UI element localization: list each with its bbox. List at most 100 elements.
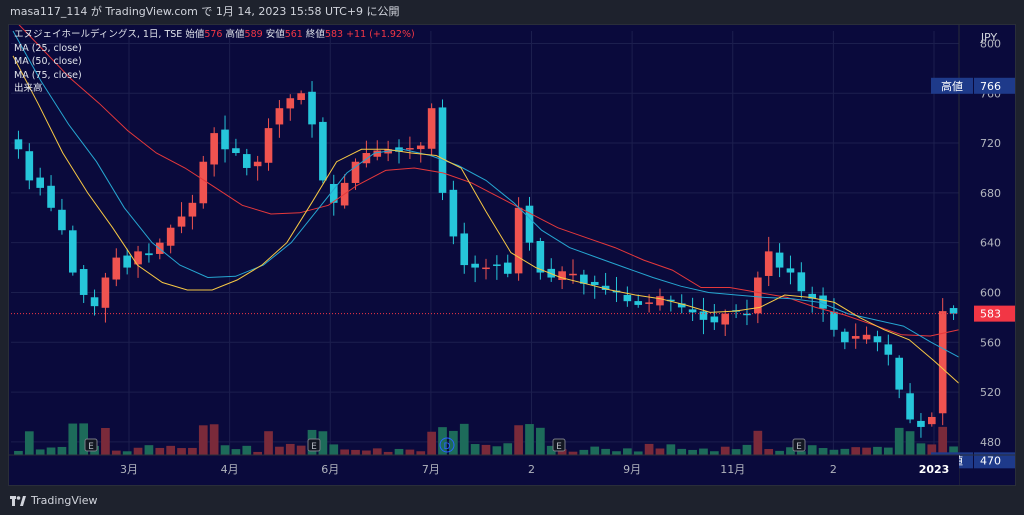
legend-symbol: エヌジェイホールディングス, 1日, TSE: [14, 29, 183, 40]
volume-bar: [590, 446, 600, 455]
volume-bar: [285, 443, 295, 455]
candle-body: [677, 303, 686, 308]
volume-bar: [220, 445, 230, 455]
high-price-tag: 高値 766: [931, 77, 1015, 94]
candle-body: [416, 145, 425, 150]
candle-body: [830, 311, 838, 330]
volume-bar: [57, 446, 67, 455]
candle-body: [58, 209, 66, 231]
volume-bar: [883, 447, 893, 455]
time-tick-label: 9月: [623, 463, 641, 476]
candle-body: [786, 268, 795, 273]
price-tick-label: 480: [980, 436, 1001, 449]
volume-bar: [405, 449, 415, 455]
candle-body: [308, 91, 316, 125]
volume-bar: [557, 449, 567, 455]
volume-bar: [101, 427, 110, 455]
legend-high-value: 589: [244, 29, 263, 40]
volume-bar: [329, 444, 339, 455]
candles: [14, 81, 958, 438]
volume-bar: [46, 447, 56, 455]
low-price-tag-value: 470: [980, 454, 1001, 467]
candle-body: [841, 331, 849, 343]
high-price-tag-value-bg: [974, 77, 1015, 94]
price-tick-label: 720: [980, 137, 1001, 150]
candle-body: [851, 336, 860, 339]
volume-bar: [24, 431, 34, 455]
legend-low-value: 561: [284, 29, 303, 40]
event-marker: E: [552, 438, 566, 452]
volume-bar: [155, 447, 165, 455]
candle-body: [590, 281, 599, 285]
candle-body: [427, 108, 436, 149]
legend-ma75[interactable]: MA (75, close): [14, 69, 82, 81]
ma25-line: [12, 55, 960, 384]
volume-bar: [633, 451, 643, 455]
candle-body: [264, 128, 273, 163]
candle-body: [580, 274, 588, 284]
volume-bar: [601, 448, 610, 455]
candle-body: [601, 285, 610, 290]
legend-close-label: 終値: [305, 29, 325, 40]
publisher-line: masa117_114 が TradingView.com で 1月 14, 2…: [10, 5, 400, 18]
earnings-marker-icon: [84, 438, 98, 452]
high-price-tag-value: 766: [980, 80, 1001, 93]
tradingview-logo[interactable]: TradingView: [10, 494, 97, 507]
candle-body: [166, 227, 175, 246]
volume-bar: [492, 446, 502, 455]
candle-body: [362, 153, 371, 164]
chart-legend: エヌジェイホールディングス, 1日, TSE 始値576 高値589 安値561…: [14, 28, 415, 96]
volume-bar: [818, 448, 828, 455]
legend-ma50[interactable]: MA (50, close): [14, 56, 82, 67]
candle-body: [558, 271, 566, 280]
event-marker-label: E: [311, 442, 317, 452]
price-axis-bg: [959, 25, 1015, 485]
price-tick-label: 600: [980, 286, 1001, 299]
candle-body: [721, 313, 730, 325]
volume-bar: [525, 424, 534, 455]
time-axis-bg: [9, 455, 959, 485]
dividend-marker-icon: [439, 437, 455, 453]
candle-body: [645, 302, 653, 304]
time-tick-label: 2: [830, 463, 837, 476]
candle-body: [123, 255, 131, 268]
candle-body: [873, 336, 882, 343]
volume-bar: [416, 451, 426, 455]
volume-bar: [275, 446, 284, 455]
ma75-line: [18, 25, 960, 337]
volume-bar: [644, 443, 654, 455]
candle-body: [286, 98, 295, 109]
volume-bar: [459, 423, 469, 455]
candle-body: [253, 161, 262, 167]
volume-bar: [623, 448, 632, 455]
candle-body: [710, 316, 719, 323]
earnings-marker-icon: [552, 438, 566, 452]
candle-body: [797, 272, 806, 292]
price-tick-label: 560: [980, 336, 1001, 349]
legend-ma25[interactable]: MA (25, close): [14, 42, 82, 54]
price-tick-label: 520: [980, 386, 1001, 399]
volume-bar: [720, 446, 730, 455]
candle-body: [667, 299, 675, 302]
volume-bar: [938, 426, 948, 455]
volume-bar: [253, 451, 263, 455]
last-price-tag-value: 583: [980, 308, 1001, 321]
volume-bar: [677, 448, 687, 455]
volume-bar: [362, 450, 371, 455]
legend-change: +11 (+1.92%): [346, 29, 415, 40]
volume-bar: [122, 451, 132, 455]
event-marker: D: [439, 437, 455, 453]
candle-body: [177, 216, 186, 227]
candle-body: [938, 311, 947, 414]
candle-body: [199, 161, 208, 204]
candle-body: [329, 183, 338, 203]
volume-bar: [764, 448, 774, 455]
moving-averages: [12, 25, 960, 384]
legend-volume[interactable]: 出来高: [14, 83, 43, 94]
candle-body: [101, 277, 110, 308]
candle-body: [819, 295, 827, 309]
candle-body: [14, 139, 23, 150]
